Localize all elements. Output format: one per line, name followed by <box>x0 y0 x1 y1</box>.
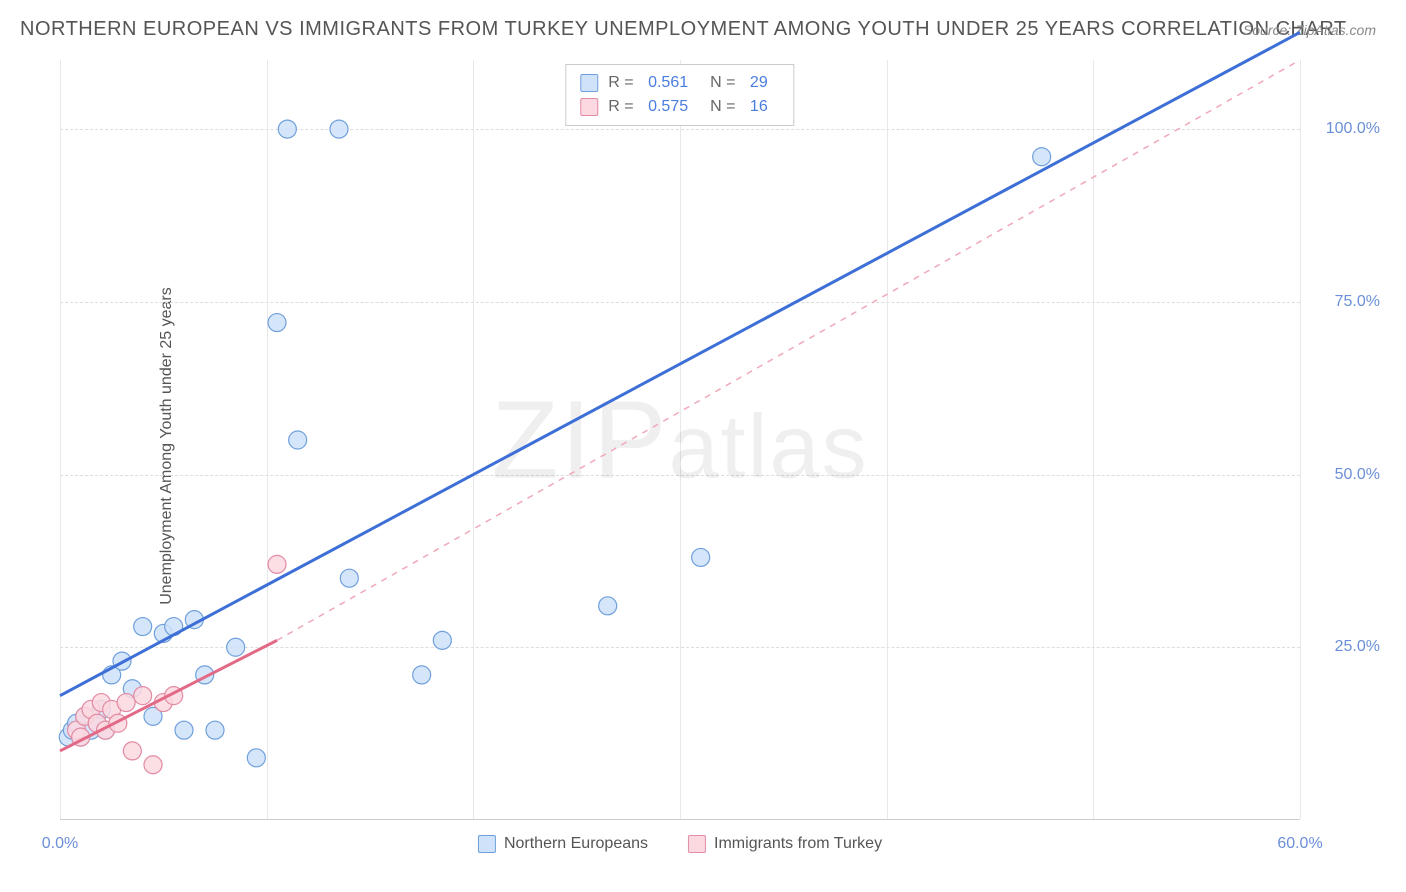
y-tick-label: 75.0% <box>1310 293 1380 311</box>
chart-title: NORTHERN EUROPEAN VS IMMIGRANTS FROM TUR… <box>20 18 1347 41</box>
legend-label: Northern Europeans <box>504 835 648 853</box>
data-point <box>278 120 296 138</box>
data-point <box>599 597 617 615</box>
legend-label: Immigrants from Turkey <box>714 835 882 853</box>
data-point <box>227 638 245 656</box>
y-tick-label: 50.0% <box>1310 466 1380 484</box>
trend-line-extrapolated <box>277 60 1300 640</box>
legend-swatch <box>580 98 598 116</box>
stat-n-label: N = <box>710 71 740 95</box>
legend-swatch <box>688 835 706 853</box>
source-label: Source: ZipAtlas.com <box>1243 22 1376 38</box>
data-point <box>134 687 152 705</box>
y-tick-label: 100.0% <box>1310 120 1380 138</box>
data-point <box>692 548 710 566</box>
data-point <box>144 756 162 774</box>
legend-item: Immigrants from Turkey <box>688 835 882 853</box>
data-point <box>117 694 135 712</box>
data-point <box>175 721 193 739</box>
data-point <box>433 631 451 649</box>
stat-r-label: R = <box>608 71 638 95</box>
data-point <box>247 749 265 767</box>
data-point <box>134 618 152 636</box>
stat-n-value: 29 <box>750 71 768 95</box>
plot-svg <box>60 60 1300 819</box>
legend-swatch <box>478 835 496 853</box>
trend-line <box>60 32 1300 695</box>
legend-swatch <box>580 74 598 92</box>
legend-item: Northern Europeans <box>478 835 648 853</box>
data-point <box>413 666 431 684</box>
data-point <box>1033 148 1051 166</box>
stat-r-label: R = <box>608 95 638 119</box>
bottom-legend: Northern Europeans Immigrants from Turkey <box>478 835 882 853</box>
y-tick-label: 25.0% <box>1310 638 1380 656</box>
stat-n-value: 16 <box>750 95 768 119</box>
x-tick-label: 60.0% <box>1277 835 1322 853</box>
stat-r-value: 0.575 <box>648 95 688 119</box>
data-point <box>206 721 224 739</box>
plot-area: 25.0%50.0%75.0%100.0%0.0%60.0% ZIPatlas … <box>60 60 1300 820</box>
data-point <box>330 120 348 138</box>
x-tick-label: 0.0% <box>42 835 78 853</box>
data-point <box>268 555 286 573</box>
vgrid-line <box>1300 60 1301 819</box>
stat-r-value: 0.561 <box>648 71 688 95</box>
trend-line <box>60 640 277 751</box>
data-point <box>123 742 141 760</box>
stat-legend-row: R = 0.561 N = 29 <box>580 71 779 95</box>
stat-legend: R = 0.561 N = 29 R = 0.575 N = 16 <box>565 64 794 126</box>
stat-legend-row: R = 0.575 N = 16 <box>580 95 779 119</box>
stat-n-label: N = <box>710 95 740 119</box>
data-point <box>289 431 307 449</box>
data-point <box>268 314 286 332</box>
data-point <box>340 569 358 587</box>
